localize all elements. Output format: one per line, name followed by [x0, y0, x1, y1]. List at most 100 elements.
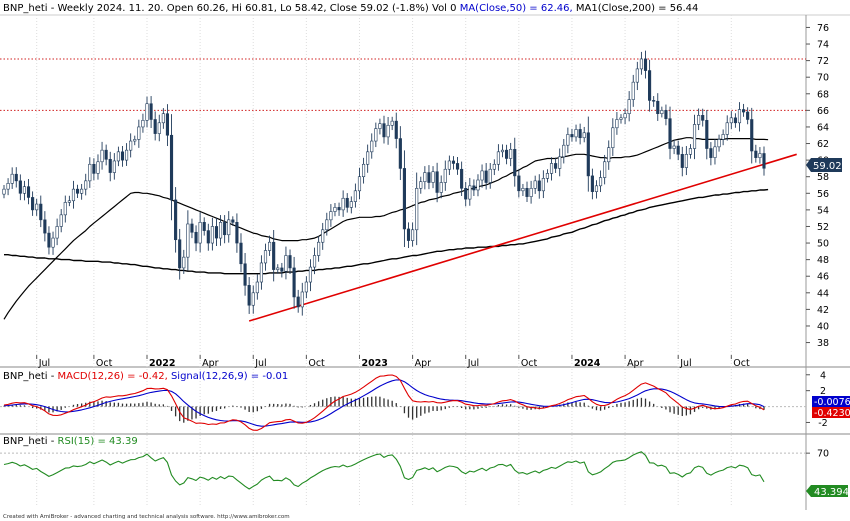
signal-badge [812, 407, 850, 418]
rsi-header-value: RSI(15) = 43.39 [58, 436, 138, 447]
rsi-y-tick-label: 70 [817, 449, 829, 460]
candle-body [578, 129, 582, 139]
footer-credit: Created with AmiBroker - advanced charti… [3, 514, 290, 520]
candle-body [308, 266, 313, 283]
candle-body [268, 241, 272, 251]
candle-body [14, 173, 18, 182]
candle-body [554, 163, 558, 169]
candle-body [26, 186, 31, 198]
ma200-line-group [4, 188, 769, 275]
candle-body [607, 147, 611, 163]
candle-body [239, 242, 243, 265]
x-tick-label: 2022 [149, 358, 175, 369]
candle-body [71, 188, 76, 202]
candle-body [292, 267, 296, 298]
candle-body [660, 110, 664, 114]
candle-body [92, 163, 96, 174]
candle-body [562, 144, 566, 158]
trendline-group [248, 153, 797, 322]
price-y-tick-label: 40 [817, 321, 829, 332]
candle-body [484, 170, 488, 183]
price-y-tick-label: 62 [817, 139, 829, 150]
candle-body [505, 149, 509, 159]
candle-body [227, 219, 231, 236]
candle-body [194, 231, 198, 244]
candle-body [664, 110, 668, 119]
candle-body [22, 186, 26, 194]
candle-body [374, 128, 378, 142]
x-tick-label: Oct [521, 358, 538, 369]
candle-body [464, 188, 468, 200]
candle-body [386, 124, 390, 138]
price-y-tick-label: 50 [817, 239, 829, 250]
macd-header-prefix: BNP_heti - [3, 371, 55, 382]
rsi-header: BNP_heti - RSI(15) = 43.39 [3, 436, 138, 447]
x-tick-label: Apr [202, 358, 219, 369]
candle-body [149, 103, 153, 120]
candle-body [333, 207, 337, 212]
candle-body [202, 222, 206, 231]
macd-y-tick-label: -2 [818, 418, 827, 429]
candle-body [574, 129, 578, 138]
candle-body [451, 160, 456, 164]
candle-body [284, 255, 288, 272]
candle-body [6, 183, 10, 190]
candle-body [145, 103, 149, 121]
candle-body [635, 68, 639, 83]
candle-body [329, 211, 333, 221]
candle-body [349, 201, 353, 208]
candle-body [713, 146, 717, 158]
candle-body [443, 168, 447, 183]
candle-body [165, 113, 169, 136]
x-tick-label: Jul [679, 358, 691, 369]
macd-pane[interactable]: -2 2 4 -0.00761 -0.42301 BNP_heti - MACD(1… [0, 370, 850, 431]
candle-body [455, 163, 460, 170]
candle-body [304, 281, 308, 293]
price-y-tick-label: 66 [817, 106, 829, 117]
candle-body [129, 140, 133, 151]
macd-badge-label: -0.00761 [814, 397, 850, 408]
x-tick-label: Jul [467, 358, 479, 369]
candle-body [84, 180, 88, 190]
candle-body [439, 182, 443, 193]
candle-body [639, 58, 643, 70]
candle-body [762, 153, 766, 169]
candle-body [533, 180, 537, 189]
candle-body [668, 118, 672, 149]
candle-body [545, 173, 549, 179]
price-header: BNP_heti - Weekly 2024. 11. 20. Open 60.… [3, 3, 698, 14]
price-pane[interactable]: 3840424446485052545658606264666870727476… [0, 3, 850, 510]
candle-body [80, 188, 84, 194]
x-tick-label: Apr [415, 358, 432, 369]
candle-body [688, 148, 693, 155]
candle-body [378, 123, 382, 129]
rsi-badge-label: 43.394 [814, 487, 849, 498]
candle-body [214, 226, 219, 239]
candle-body [210, 226, 214, 244]
candle-body [415, 188, 419, 231]
price-header-main: BNP_heti - Weekly 2024. 11. 20. Open 60.… [3, 3, 457, 14]
candle-body [51, 237, 55, 248]
candle-body [737, 109, 742, 124]
candle-body [120, 151, 125, 161]
trendline [248, 153, 797, 322]
candle-body [263, 250, 268, 264]
candle-body [125, 149, 129, 161]
rsi-line [3, 451, 765, 490]
candle-body [570, 134, 574, 138]
price-y-tick-label: 42 [817, 305, 829, 316]
candle-body [43, 219, 47, 234]
candle-body [390, 120, 394, 126]
x-axis: Jul Oct 2022 Apr Jul Oct 2023 Apr Jul Oct 2024 Apr J… [36, 15, 750, 507]
x-tick-label: Oct [733, 358, 750, 369]
candle-body [541, 178, 545, 192]
candle-body [598, 177, 603, 187]
candle-body [611, 127, 615, 148]
candle-body [178, 239, 182, 269]
candle-body [582, 132, 586, 139]
rsi-pane[interactable]: 70 43.394 BNP_heti - RSI(15) = 43.39 [0, 436, 849, 498]
candle-body [447, 160, 451, 170]
candle-body [141, 120, 145, 128]
candle-body [594, 185, 599, 192]
